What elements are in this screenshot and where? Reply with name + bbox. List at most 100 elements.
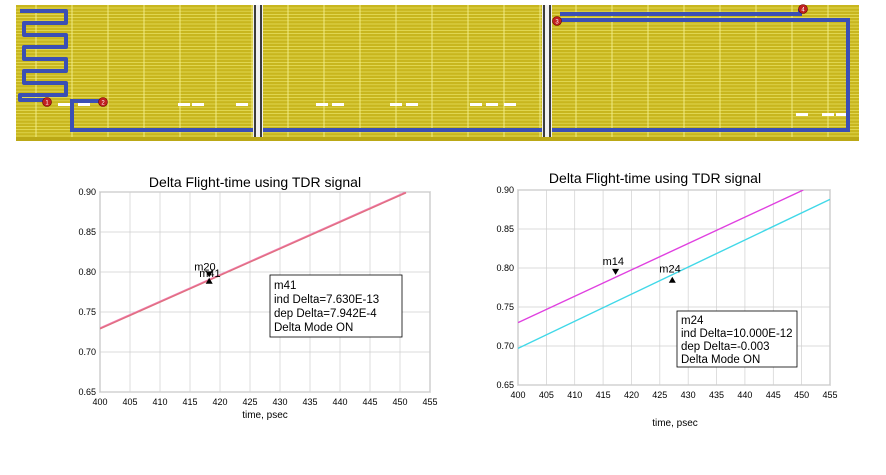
pcb-pad [332, 103, 344, 106]
pcb-port-marker [798, 4, 808, 14]
series-line [100, 192, 407, 329]
y-tick-label: 0.90 [496, 185, 514, 195]
marker-triangle [205, 271, 213, 278]
series-line [518, 198, 830, 349]
x-tick-label: 425 [242, 397, 257, 407]
x-tick-label: 405 [122, 397, 137, 407]
pcb-section-gap [542, 5, 552, 141]
x-tick-label: 450 [794, 390, 809, 400]
x-tick-label: 455 [422, 397, 437, 407]
marker-triangle [668, 276, 676, 283]
markers: m14 m24 [603, 256, 681, 283]
pcb-bottom-edge [16, 137, 859, 141]
y-tick-label: 0.75 [78, 307, 96, 317]
readout-line: ind Delta=7.630E-13 [274, 294, 379, 306]
series-lines [518, 190, 830, 349]
y-tick-label: 0.75 [496, 302, 514, 312]
grid-lines [517, 189, 831, 386]
pcb-pad [390, 103, 402, 106]
x-tick-label: 430 [272, 397, 287, 407]
y-tick-label: 0.80 [496, 263, 514, 273]
x-tick-label: 450 [392, 397, 407, 407]
x-tick-label: 425 [652, 390, 667, 400]
pcb-port-marker [42, 97, 52, 107]
pcb-port-label: 3 [555, 20, 559, 26]
x-tick-label: 415 [182, 397, 197, 407]
x-tick-label: 430 [681, 390, 696, 400]
readout-line: dep Delta=-0.003 [681, 341, 770, 353]
pcb-pad [504, 103, 516, 106]
x-tick-labels: 400 405 410 415 420 425 430 435 440 445 450 455 [510, 390, 837, 400]
y-tick-label: 0.70 [78, 347, 96, 357]
x-tick-label: 420 [212, 397, 227, 407]
series-line [518, 190, 804, 324]
marker-label: m41 [199, 268, 220, 280]
marker-readout-box: m41 ind Delta=7.630E-13 dep Delta=7.942E… [269, 274, 403, 338]
marker-triangle [612, 268, 620, 275]
pcb-trace [552, 18, 850, 132]
x-tick-label: 410 [567, 390, 582, 400]
x-tick-label: 440 [332, 397, 347, 407]
y-tick-labels: 0.65 0.70 0.75 0.80 0.85 0.90 [78, 187, 96, 397]
pcb-serpentine-trace [18, 9, 68, 102]
y-tick-labels: 0.65 0.70 0.75 0.80 0.85 0.90 [496, 185, 514, 390]
pcb-pad [58, 103, 70, 106]
pcb-pad [178, 103, 190, 106]
pcb-pad [486, 103, 498, 106]
pcb-pad [406, 103, 418, 106]
chart-left: Delta Flight-time using TDR signal 400 40… [78, 174, 437, 421]
chart-right: Delta Flight-time using TDR signal 400 40… [496, 170, 837, 429]
y-tick-label: 0.65 [78, 387, 96, 397]
readout-line: Delta Mode ON [274, 322, 353, 334]
x-tick-label: 440 [737, 390, 752, 400]
pcb-pad [236, 103, 248, 106]
y-tick-label: 0.85 [496, 224, 514, 234]
x-tick-label: 415 [596, 390, 611, 400]
pcb-pad [78, 103, 90, 106]
x-tick-label: 410 [152, 397, 167, 407]
pcb-pad [316, 103, 328, 106]
pcb-pad [470, 103, 482, 106]
marker-label: m24 [659, 264, 680, 276]
x-tick-label: 445 [766, 390, 781, 400]
chart-title: Delta Flight-time using TDR signal [549, 170, 761, 186]
chart-title: Delta Flight-time using TDR signal [149, 174, 361, 190]
pcb-board [16, 5, 859, 141]
pcb-layout-image: 1 2 3 4 [16, 4, 859, 141]
marker-readout-box: m24 ind Delta=10.000E-12 dep Delta=-0.00… [676, 310, 798, 368]
marker-label: m20 [194, 261, 215, 273]
pcb-port-marker [98, 97, 108, 107]
pcb-port-marker [552, 16, 562, 26]
x-axis-label: time, psec [242, 410, 288, 421]
x-tick-label: 405 [539, 390, 554, 400]
readout-line: dep Delta=7.942E-4 [274, 308, 377, 320]
series-lines [100, 192, 407, 330]
x-tick-label: 420 [624, 390, 639, 400]
readout-line: m24 [681, 315, 704, 327]
pcb-pad [822, 113, 834, 116]
x-axis-label: time, psec [652, 418, 698, 429]
pcb-section-gap [253, 5, 263, 141]
y-tick-label: 0.90 [78, 187, 96, 197]
pcb-port-label: 2 [101, 101, 105, 107]
readout-line: Delta Mode ON [681, 354, 760, 366]
y-tick-label: 0.65 [496, 380, 514, 390]
pcb-pad [192, 103, 204, 106]
y-tick-label: 0.85 [78, 227, 96, 237]
x-tick-label: 435 [709, 390, 724, 400]
pcb-port-label: 4 [801, 8, 805, 14]
x-tick-label: 445 [362, 397, 377, 407]
readout-line: ind Delta=10.000E-12 [681, 328, 793, 340]
pcb-trace [70, 99, 253, 132]
y-tick-label: 0.80 [78, 267, 96, 277]
readout-line: m41 [274, 280, 296, 292]
x-tick-label: 455 [822, 390, 837, 400]
y-tick-label: 0.70 [496, 341, 514, 351]
pcb-pad [836, 113, 848, 116]
x-tick-label: 435 [302, 397, 317, 407]
series-line [100, 192, 407, 330]
x-tick-label: 400 [92, 397, 107, 407]
marker-label: m14 [603, 256, 624, 268]
